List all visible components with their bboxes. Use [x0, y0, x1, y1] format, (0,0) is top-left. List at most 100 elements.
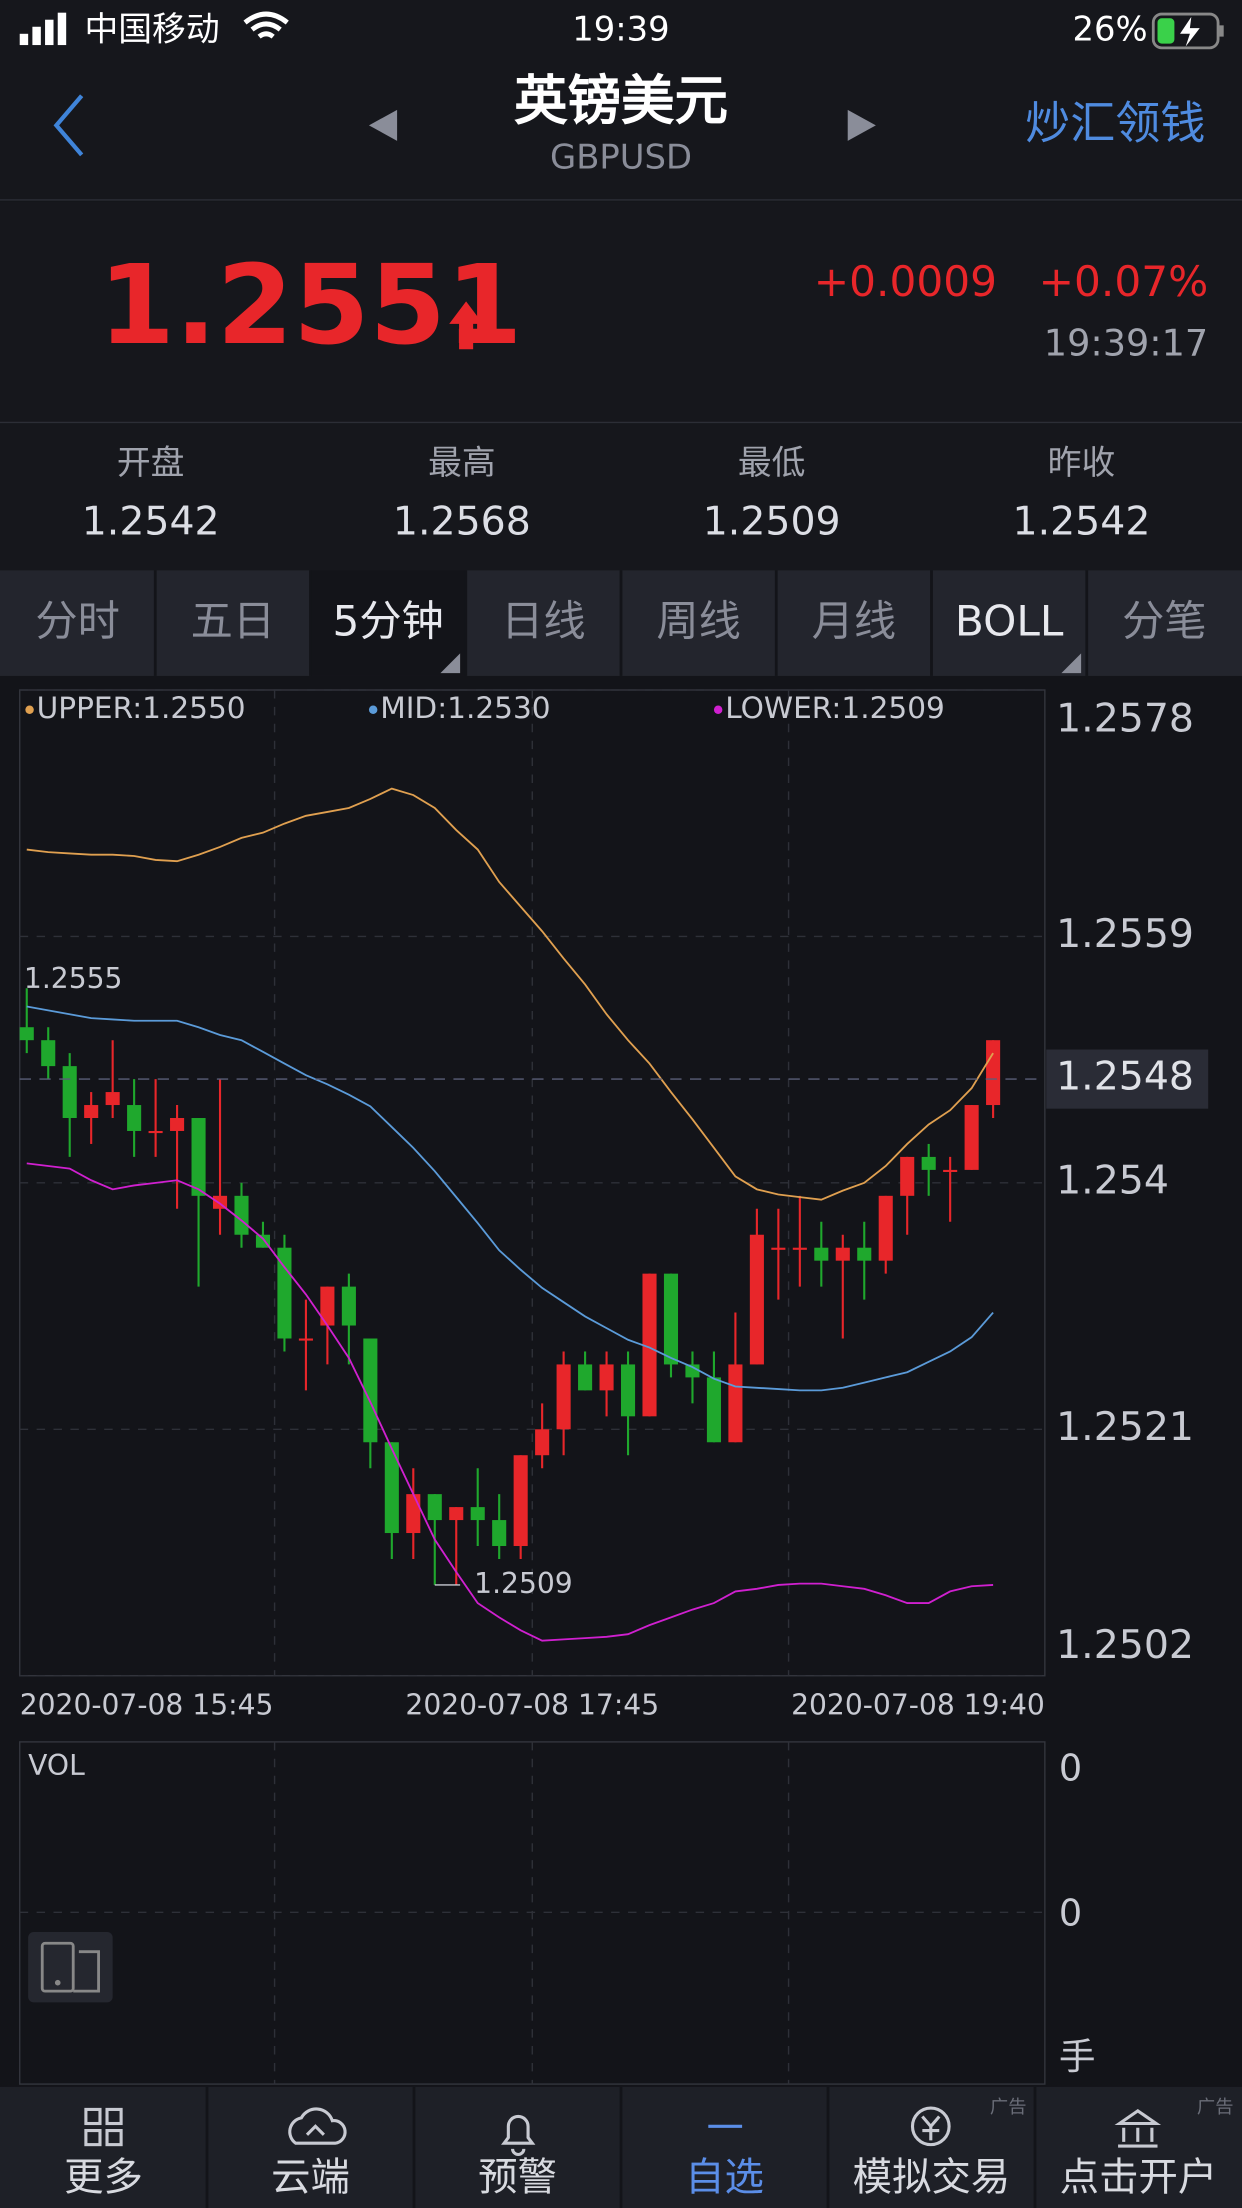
volume-label: VOL	[28, 1749, 85, 1782]
carrier: 中国移动	[84, 9, 219, 48]
price-tag-label: 1.2548	[1056, 1054, 1194, 1100]
clock: 19:39	[572, 9, 669, 48]
wifi-icon	[243, 11, 289, 39]
nav-icons	[84, 2106, 1162, 2156]
candle-body	[771, 1247, 786, 1250]
candle-body	[857, 1247, 872, 1261]
up-arrow	[449, 301, 483, 350]
candle-body	[749, 1234, 764, 1365]
tab[interactable]: 5分钟	[332, 596, 443, 645]
tab[interactable]: 周线	[656, 596, 740, 645]
candle-body	[148, 1130, 163, 1134]
candle-body	[384, 1442, 399, 1534]
price-tag	[1046, 1049, 1209, 1109]
candle-body	[964, 1105, 979, 1170]
candle-body	[19, 1027, 34, 1041]
stat-label: 最高	[428, 443, 496, 482]
candle-body	[535, 1429, 550, 1456]
candle-body	[943, 1169, 958, 1172]
candle-body	[191, 1118, 206, 1196]
tab[interactable]: 五日	[191, 596, 275, 645]
candle-body	[62, 1066, 77, 1119]
y-tick-label: 1.254	[1056, 1157, 1169, 1203]
y-tick-label: 1.2578	[1056, 695, 1194, 741]
stat-label: 开盘	[117, 443, 185, 482]
ad-badge: 广告	[1197, 2097, 1234, 2118]
prev-button[interactable]	[368, 109, 398, 141]
tab[interactable]: 月线	[812, 596, 896, 645]
nav-item[interactable]: 更多	[64, 2154, 143, 2200]
rotate-button[interactable]	[28, 1932, 113, 2003]
stat-label: 昨收	[1048, 443, 1116, 482]
legend-dot	[25, 705, 34, 714]
candle-body	[470, 1507, 485, 1521]
candle-body	[41, 1040, 56, 1067]
ad-badge: 广告	[990, 2097, 1027, 2118]
nav-item[interactable]: 预警	[478, 2154, 557, 2200]
candle-body	[986, 1040, 1001, 1106]
candle-body	[427, 1494, 442, 1521]
stat-label: 最低	[738, 443, 806, 482]
boll-line	[26, 787, 994, 1201]
nav-item[interactable]: 自选	[685, 2154, 764, 2200]
legend-dot	[368, 705, 378, 714]
boll-line	[26, 1005, 994, 1392]
candle-body	[599, 1364, 614, 1391]
candle-body	[878, 1195, 893, 1261]
candle-body	[406, 1494, 421, 1534]
next-button[interactable]	[847, 109, 876, 141]
subtitle: GBPUSD	[550, 138, 692, 177]
candle-body	[835, 1247, 850, 1261]
legend-label: UPPER:1.2550	[37, 691, 246, 725]
candle-body	[170, 1118, 185, 1131]
tab[interactable]: BOLL	[955, 596, 1064, 645]
candle-body	[513, 1455, 528, 1547]
promo-link[interactable]: 炒汇领钱	[1025, 97, 1205, 150]
title: 英镑美元	[514, 69, 728, 132]
x-tick-label: 2020-07-08 19:40	[791, 1689, 1045, 1722]
candle-body	[363, 1338, 378, 1443]
nav-item[interactable]: 模拟交易	[853, 2154, 1011, 2200]
y-tick-label: 1.2521	[1056, 1404, 1194, 1450]
back-button[interactable]	[53, 94, 84, 157]
x-tick-label: 2020-07-08 15:45	[20, 1689, 274, 1722]
candle-body	[814, 1247, 829, 1261]
candle-body	[728, 1364, 743, 1443]
tab[interactable]: 分笔	[1122, 596, 1206, 645]
y-tick-label: 1.2559	[1056, 911, 1194, 957]
stat-value: 1.2568	[393, 498, 531, 544]
candle-body	[341, 1286, 356, 1326]
legend-dot	[713, 705, 723, 714]
volume-unit: 手	[1059, 2035, 1096, 2078]
quote-bg	[0, 201, 1242, 571]
candle-body	[556, 1364, 571, 1430]
legend-label: LOWER:1.2509	[725, 691, 945, 725]
stat-value: 1.2542	[82, 498, 220, 544]
battery-text: 26%	[1073, 9, 1148, 48]
volume-tick: 0	[1059, 1892, 1082, 1935]
nav-item[interactable]: 云端	[271, 2154, 350, 2200]
tab[interactable]: 日线	[501, 596, 585, 645]
candle-body	[921, 1156, 936, 1170]
nav-item[interactable]: 点击开户	[1060, 2154, 1218, 2200]
boll-line	[26, 1162, 994, 1642]
candle-body	[105, 1092, 120, 1106]
legend-label: MID:1.2530	[380, 691, 550, 725]
tab[interactable]: 分时	[35, 596, 119, 645]
stat-value: 1.2509	[703, 498, 841, 544]
stat-value: 1.2542	[1013, 498, 1151, 544]
candle-body	[663, 1273, 679, 1365]
high-marker: 1.2555	[24, 962, 123, 995]
volume-grid	[19, 1741, 1045, 2085]
battery-icon	[1151, 12, 1224, 50]
candle-body	[84, 1105, 99, 1119]
candle-body	[234, 1195, 249, 1235]
candle-body	[621, 1364, 636, 1417]
candle-body	[900, 1156, 915, 1196]
header-bg	[0, 0, 1242, 200]
candle-body	[298, 1338, 313, 1341]
x-tick-label: 2020-07-08 17:45	[405, 1689, 659, 1722]
candle-body	[320, 1286, 335, 1326]
